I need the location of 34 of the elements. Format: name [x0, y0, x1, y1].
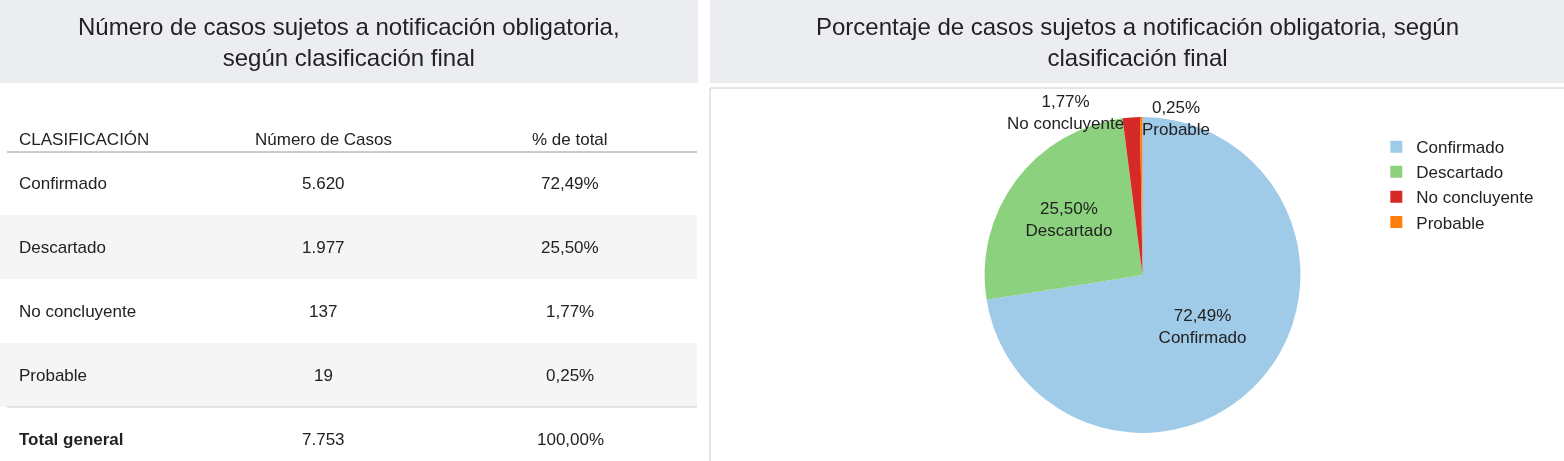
data-label: 25,50%: [1040, 199, 1098, 219]
text: 0,25%: [546, 366, 595, 385]
data-label: 72,49%: [1173, 305, 1232, 325]
text: Número de casos sujetos a notificación obligatoria, según clasificación final: [78, 13, 620, 72]
data-label: 1,77%: [1041, 92, 1090, 111]
text: No concluyente: [19, 302, 137, 321]
data-label: 0,25%: [1151, 98, 1201, 117]
text: Descartado: [19, 238, 106, 257]
legend-label: Probable: [1416, 213, 1485, 233]
pie-slice: [986, 117, 1301, 433]
text: % de total: [532, 130, 608, 149]
pie-slice: [984, 118, 1143, 300]
legend-label: Descartado: [1416, 163, 1504, 183]
text: CLASIFICACIÓN: [19, 130, 150, 149]
text: 137: [309, 302, 338, 321]
slice-label: Descartado: [1025, 221, 1113, 241]
legend-label: Confirmado: [1416, 138, 1505, 158]
text: Probable: [19, 366, 88, 385]
text: 5.620: [302, 174, 345, 193]
slice-label: Confirmado: [1158, 327, 1247, 347]
text: 100,00%: [537, 430, 605, 449]
chart-title: Porcentaje de casos sujetos a notificación obligatoria, según clasificación final: [816, 13, 1460, 72]
text: Confirmado: [19, 174, 107, 193]
legend-label: No concluyente: [1416, 188, 1534, 208]
text: 72,49%: [541, 174, 599, 193]
slice-label: Probable: [1142, 120, 1211, 140]
text: 19: [314, 366, 333, 385]
pie-slice: [1140, 117, 1143, 275]
text: 1.977: [302, 238, 345, 257]
text: Número de Casos: [255, 130, 393, 149]
text: 7.753: [302, 430, 345, 449]
text: 25,50%: [541, 238, 599, 257]
text: Total general: [19, 430, 124, 449]
text: 1,77%: [546, 302, 595, 321]
